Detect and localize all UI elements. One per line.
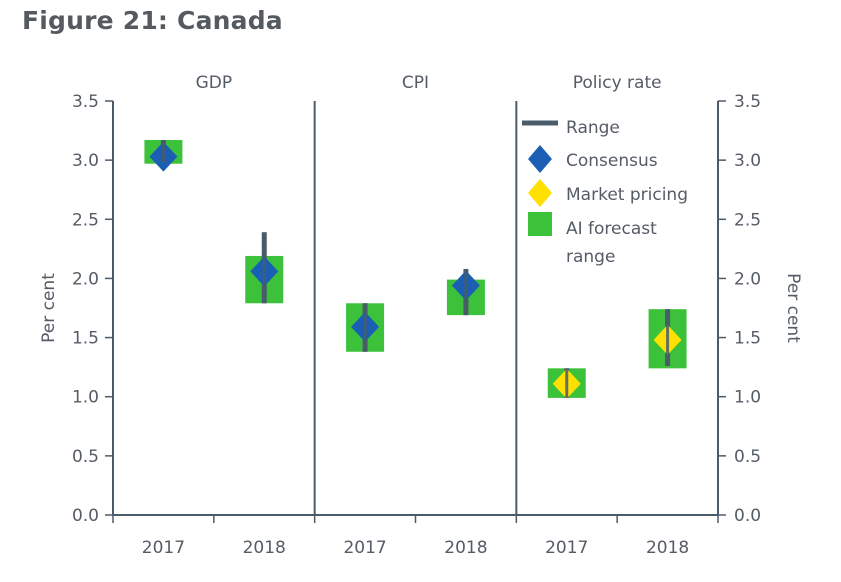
right-tick-label: 3.0 — [734, 151, 761, 171]
left-tick-label: 2.5 — [72, 210, 99, 230]
legend-consensus-swatch — [528, 145, 552, 173]
left-tick-label: 1.5 — [72, 329, 99, 349]
legend-ai-label-line2: range — [566, 247, 615, 267]
legend-market-swatch — [528, 179, 552, 207]
left-tick-label: 3.0 — [72, 151, 99, 171]
panel-label: CPI — [402, 73, 429, 93]
x-tick-label: 2018 — [646, 538, 689, 558]
right-tick-label: 0.0 — [734, 506, 761, 526]
legend-ai-label-line1: AI forecast — [566, 219, 657, 239]
left-tick-label: 1.0 — [72, 388, 99, 408]
right-tick-label: 3.5 — [734, 92, 761, 112]
right-tick-label: 1.0 — [734, 388, 761, 408]
left-axis-title: Per cent — [39, 273, 59, 343]
left-tick-label: 2.0 — [72, 269, 99, 289]
x-tick-label: 2017 — [142, 538, 185, 558]
x-tick-label: 2017 — [545, 538, 588, 558]
legend-ai-swatch — [528, 212, 552, 236]
left-tick-label: 0.0 — [72, 506, 99, 526]
x-tick-label: 2018 — [243, 538, 286, 558]
legend-consensus-label: Consensus — [566, 151, 658, 171]
left-tick-label: 3.5 — [72, 92, 99, 112]
right-tick-label: 2.0 — [734, 269, 761, 289]
x-tick-label: 2018 — [444, 538, 487, 558]
legend-market-label: Market pricing — [566, 185, 688, 205]
right-tick-label: 1.5 — [734, 329, 761, 349]
left-tick-label: 0.5 — [72, 447, 99, 467]
right-axis-title: Per cent — [783, 273, 803, 343]
legend-range-label: Range — [566, 118, 620, 138]
panel-label: GDP — [196, 73, 233, 93]
panel-label: Policy rate — [573, 73, 662, 93]
right-tick-label: 0.5 — [734, 447, 761, 467]
x-tick-label: 2017 — [343, 538, 386, 558]
figure-title: Figure 21: Canada — [22, 6, 283, 35]
right-tick-label: 2.5 — [734, 210, 761, 230]
